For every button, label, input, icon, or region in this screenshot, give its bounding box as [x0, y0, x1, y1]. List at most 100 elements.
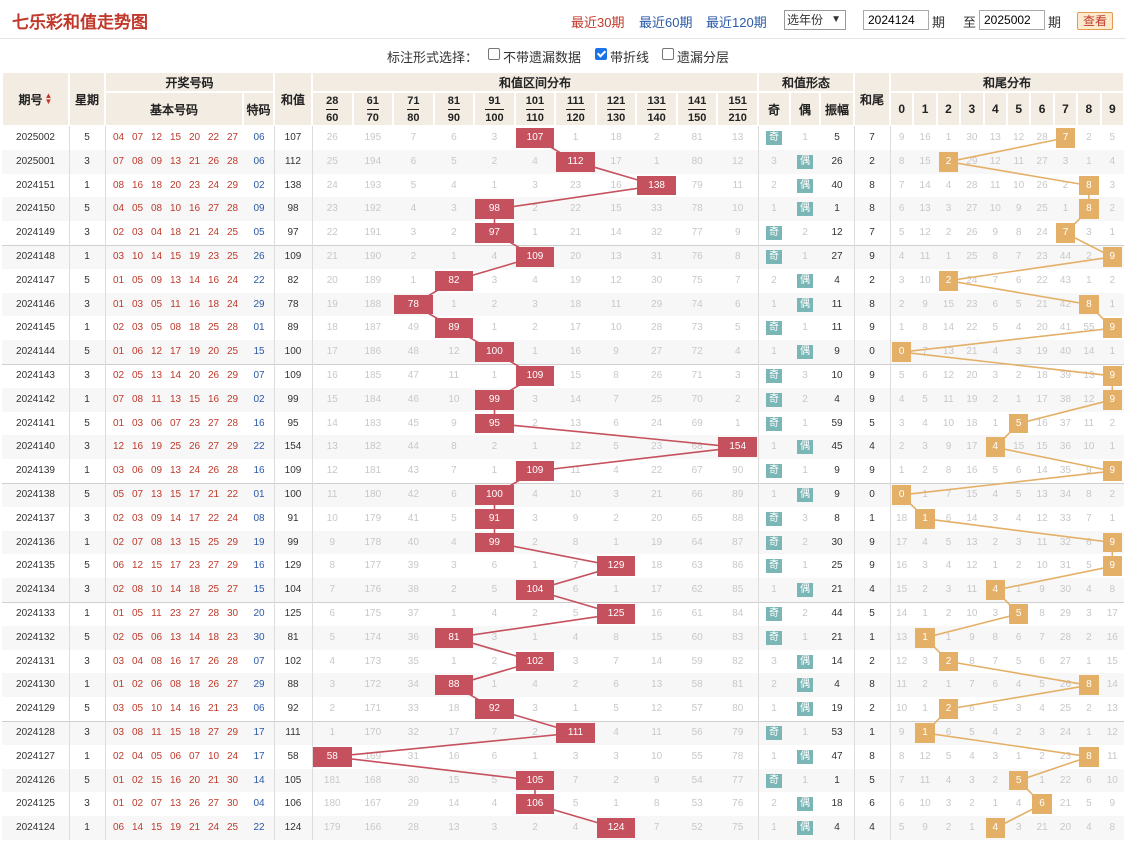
tail-miss-cell: 4 [992, 346, 999, 358]
tail-hit-box: 1 [915, 723, 935, 743]
range-miss-cell: 13 [326, 441, 338, 453]
option-polyline-label[interactable]: 带折线 [610, 50, 650, 65]
tail-miss-cell: 7 [1039, 631, 1045, 643]
basic-number: 21 [188, 227, 201, 239]
tail-miss-cell: 44 [1059, 251, 1072, 262]
tail-hit-box: 4 [985, 580, 1005, 600]
amplitude-cell: 19 [831, 703, 843, 715]
range-hit-box: 102 [515, 651, 555, 672]
range-miss-cell: 179 [364, 512, 382, 524]
range-link-120[interactable]: 最近120期 [706, 15, 767, 30]
special-number: 07 [253, 655, 265, 667]
range-miss-cell: 3 [734, 370, 741, 381]
range-miss-cell: 4 [532, 679, 538, 691]
tail-miss-cell: 12 [1083, 393, 1095, 405]
tail-hit-box: 9 [1102, 389, 1122, 410]
range-hit-box: 154 [718, 437, 757, 458]
basic-number: 15 [188, 393, 201, 405]
range-miss-cell: 74 [691, 298, 703, 310]
basic-number: 05 [150, 750, 163, 762]
to-period-input[interactable] [979, 10, 1045, 30]
range-miss-cell: 73 [691, 322, 703, 334]
basic-number: 06 [150, 679, 163, 691]
year-select[interactable]: 选年份 ▼ [784, 10, 846, 30]
tail-miss-cell: 4 [945, 774, 952, 786]
option-no-miss-label[interactable]: 不带遗漏数据 [503, 50, 582, 65]
amplitude-cell: 21 [831, 584, 843, 596]
tail-hit-box: 2 [938, 699, 959, 719]
range-miss-cell: 10 [448, 393, 460, 405]
range-miss-cell: 89 [732, 489, 744, 500]
range-miss-cell: 17 [448, 727, 460, 738]
basic-number: 10 [169, 203, 182, 215]
option-miss-layer-label[interactable]: 遗漏分层 [677, 50, 730, 65]
chevron-down-icon: ▼ [831, 14, 841, 25]
range-miss-cell: 3 [532, 703, 538, 715]
tail-miss-cell: 9 [969, 631, 975, 643]
even-miss-cell: 2 [802, 227, 808, 239]
amplitude-cell: 11 [831, 298, 843, 310]
range-miss-cell: 20 [651, 512, 663, 524]
col-issue-header[interactable]: 期号 ▲ ▼ [2, 72, 69, 126]
range-miss-cell: 88 [732, 512, 744, 524]
basic-number: 27 [226, 584, 239, 596]
basic-number: 07 [112, 393, 125, 405]
weekday-cell: 3 [84, 441, 90, 453]
range-miss-cell: 1 [451, 298, 457, 310]
basic-number: 20 [188, 370, 201, 381]
issue-cell: 2024139 [16, 465, 55, 477]
range-miss-cell: 80 [732, 703, 744, 715]
basic-number: 24 [207, 822, 220, 834]
basic-number: 02 [131, 679, 144, 691]
basic-number: 24 [226, 512, 239, 524]
tail-miss-cell: 6 [945, 512, 952, 524]
range-miss-cell: 3 [572, 750, 579, 762]
range-miss-cell: 172 [364, 679, 382, 691]
tail-hit-box: 5 [1009, 770, 1029, 791]
basic-number: 15 [150, 774, 163, 786]
option-no-miss-checkbox[interactable] [488, 48, 500, 60]
tail-hit-box: 7 [1055, 128, 1076, 148]
basic-number: 13 [169, 274, 182, 286]
basic-number: 07 [131, 536, 144, 548]
basic-number: 03 [131, 417, 144, 429]
issue-cell: 2024128 [16, 727, 55, 738]
basic-number: 03 [131, 227, 144, 239]
range-hit-box: 91 [475, 508, 514, 529]
range-miss-cell: 8 [653, 798, 660, 810]
basic-number: 24 [226, 298, 239, 310]
range-miss-cell: 10 [651, 750, 663, 762]
range-miss-cell: 47 [407, 370, 419, 381]
tail-miss-cell: 4 [1015, 512, 1022, 524]
option-miss-layer-checkbox[interactable] [662, 48, 674, 60]
tail-miss-cell: 7 [945, 489, 952, 500]
tail-miss-cell: 5 [898, 822, 905, 834]
from-period-input[interactable] [863, 10, 929, 30]
basic-number: 08 [150, 536, 163, 548]
tail-miss-cell: 24 [1036, 227, 1048, 239]
even-miss-cell: 1 [802, 560, 808, 572]
odd-tag: 奇 [766, 773, 782, 788]
tail-miss-cell: 2 [898, 441, 905, 453]
range-miss-cell: 4 [572, 822, 579, 834]
query-button[interactable]: 查看 [1077, 12, 1113, 30]
tail-miss-cell: 18 [896, 512, 908, 524]
range-miss-cell: 3 [451, 203, 457, 215]
range-link-30[interactable]: 最近30期 [571, 15, 625, 30]
tail-hit-box: 9 [1102, 556, 1122, 577]
range-min: 71 [407, 94, 420, 107]
range-link-60[interactable]: 最近60期 [639, 15, 693, 30]
tail-hit-box: 1 [915, 627, 935, 648]
range-miss-cell: 7 [451, 465, 457, 477]
odd-tag: 奇 [766, 226, 782, 241]
range-miss-cell: 16 [569, 346, 582, 358]
range-miss-cell: 1 [451, 608, 457, 619]
tail-miss-cell: 3 [1086, 227, 1092, 239]
tail-miss-cell: 18 [1036, 370, 1048, 381]
column-divider [69, 126, 70, 840]
option-polyline-checkbox[interactable] [595, 48, 607, 60]
range-miss-cell: 1 [532, 750, 538, 762]
sort-icon[interactable]: ▲ ▼ [44, 91, 53, 106]
tail-miss-cell: 4 [992, 489, 999, 500]
tail-miss-cell: 7 [1015, 251, 1022, 262]
